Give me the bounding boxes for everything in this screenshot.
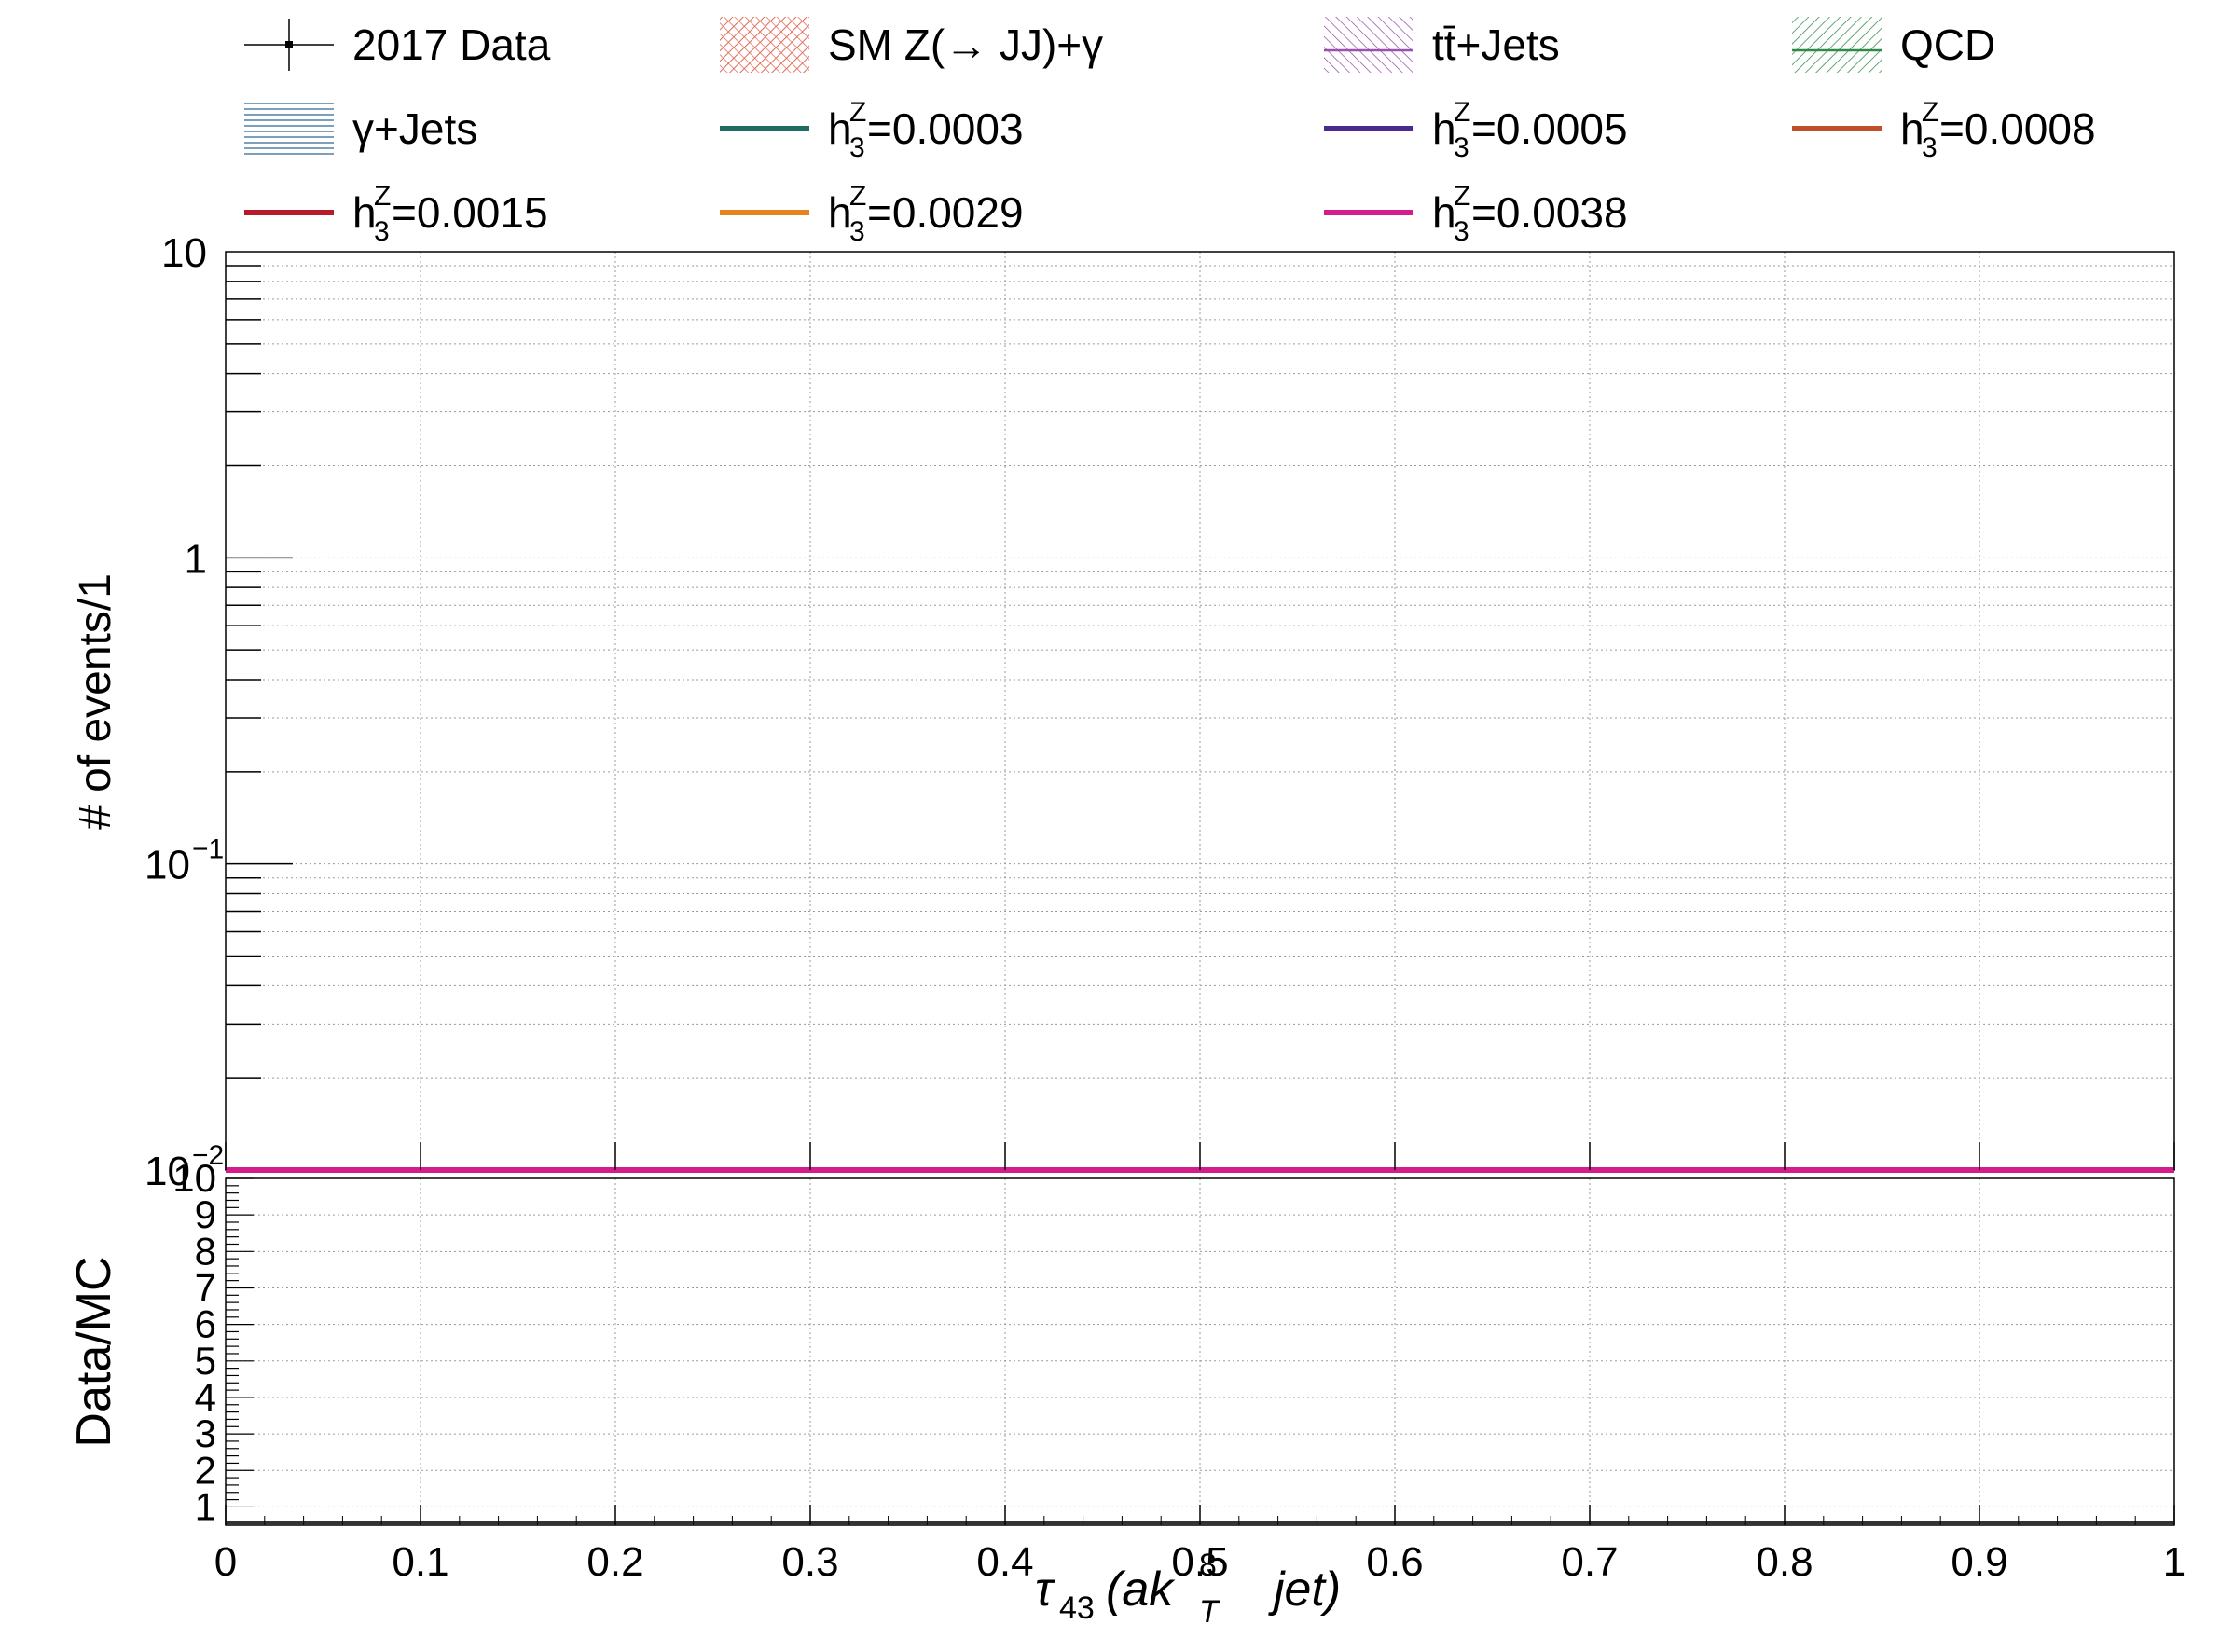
ytick-base: 10 bbox=[145, 1149, 190, 1194]
legend-item: tt̄+Jets bbox=[1324, 17, 1560, 73]
legend-label: 2017 Data bbox=[352, 21, 551, 69]
legend-label-sub: 3 bbox=[849, 216, 865, 247]
legend-label-sub: 3 bbox=[1454, 132, 1469, 163]
legend-label: γ+Jets bbox=[352, 104, 477, 153]
legend-label-sub: 3 bbox=[1922, 132, 1938, 163]
main-ylabel: # of events/1 bbox=[71, 573, 120, 830]
xtick-label: 0.4 bbox=[976, 1539, 1033, 1585]
legend-label-sup: Z bbox=[849, 97, 866, 128]
legend-swatch-cross bbox=[720, 17, 809, 73]
ratio-ytick-label: 9 bbox=[195, 1192, 216, 1236]
legend-swatch bbox=[1324, 17, 1413, 73]
ratio-ytick-label: 7 bbox=[195, 1265, 216, 1309]
legend-label-sup: Z bbox=[1922, 97, 1938, 128]
legend-label-value: =0.0038 bbox=[1471, 188, 1628, 237]
ytick-exp: −2 bbox=[192, 1140, 224, 1171]
legend-item: hZ 3 =0.0005 bbox=[1324, 97, 1628, 163]
xtick-label: 0.5 bbox=[1171, 1539, 1228, 1585]
legend-label-value: =0.0029 bbox=[867, 188, 1024, 237]
xtick-label: 0.8 bbox=[1756, 1539, 1813, 1585]
legend-label-sup: Z bbox=[1454, 181, 1470, 212]
xtick-label: 0.7 bbox=[1561, 1539, 1618, 1585]
ratio-ylabel: Data/MC bbox=[67, 1256, 121, 1447]
legend-label-sub: 3 bbox=[1454, 216, 1469, 247]
xtick-label: 1 bbox=[2163, 1539, 2186, 1585]
legend-label: SM Z(→ JJ)+γ bbox=[828, 21, 1103, 69]
legend-marker-point bbox=[285, 41, 293, 48]
legend-item: QCD bbox=[1792, 17, 1995, 73]
legend-swatch bbox=[244, 101, 334, 157]
xlabel-tau-sub: 43 bbox=[1059, 1590, 1095, 1626]
legend-label-value: =0.0005 bbox=[1471, 104, 1628, 153]
legend-item: 2017 Data bbox=[244, 19, 551, 71]
ratio-ytick-label: 2 bbox=[195, 1448, 216, 1492]
legend-item: γ+Jets bbox=[244, 101, 477, 157]
ratio-ytick-label: 5 bbox=[195, 1339, 216, 1383]
legend-item: SM Z(→ JJ)+γ bbox=[720, 17, 1103, 73]
legend-swatch bbox=[1792, 17, 1882, 73]
xtick-label: 0.2 bbox=[586, 1539, 643, 1585]
legend-label: h bbox=[352, 188, 377, 237]
legend-label-value: =0.0008 bbox=[1939, 104, 2096, 153]
legend-label-value: =0.0003 bbox=[867, 104, 1024, 153]
legend-item: hZ 3 =0.0008 bbox=[1792, 97, 2096, 163]
xtick-label: 0.1 bbox=[392, 1539, 448, 1585]
legend-label-sub: 3 bbox=[849, 132, 865, 163]
legend-item: hZ 3 =0.0029 bbox=[720, 181, 1024, 247]
legend-label: QCD bbox=[1900, 21, 1995, 69]
ratio-ytick-label: 1 bbox=[195, 1484, 216, 1528]
ratio-xlabel: τ 43 (ak 8 T jet) bbox=[1035, 1548, 1341, 1630]
xlabel-tau: τ bbox=[1035, 1563, 1056, 1617]
main-plot-area bbox=[226, 252, 2174, 1170]
xlabel-k-sub: T bbox=[1199, 1594, 1220, 1630]
main-ytick-label: 10 −1 bbox=[145, 834, 224, 888]
legend-label-sub: 3 bbox=[374, 216, 390, 247]
legend-label-sup: Z bbox=[849, 181, 866, 212]
xlabel-rest: jet) bbox=[1268, 1563, 1341, 1617]
legend-label: h bbox=[828, 104, 852, 153]
legend-item: hZ 3 =0.0003 bbox=[720, 97, 1024, 163]
legend-item: hZ 3 =0.0038 bbox=[1324, 181, 1628, 247]
legend-label-sup: Z bbox=[374, 181, 391, 212]
main-ytick-label: 10 bbox=[161, 230, 207, 276]
xtick-label: 0.3 bbox=[781, 1539, 838, 1585]
xlabel-paren: (ak bbox=[1106, 1563, 1176, 1617]
ratio-ytick-label: 3 bbox=[195, 1411, 216, 1455]
xtick-label: 0.6 bbox=[1366, 1539, 1423, 1585]
legend-label: h bbox=[828, 188, 852, 237]
main-ytick-label: 1 bbox=[185, 536, 207, 582]
xlabel-k-sup: 8 bbox=[1199, 1548, 1217, 1583]
legend-label: h bbox=[1900, 104, 1924, 153]
legend-label: h bbox=[1432, 188, 1456, 237]
ytick-base: 10 bbox=[161, 230, 207, 276]
ratio-ytick-label: 10 bbox=[172, 1156, 216, 1200]
xtick-label: 0 bbox=[214, 1539, 237, 1585]
ratio-ytick-label: 8 bbox=[195, 1229, 216, 1273]
ytick-base: 1 bbox=[185, 536, 207, 582]
legend-label: h bbox=[1432, 104, 1456, 153]
main-ytick-label: 10 −2 bbox=[145, 1140, 224, 1194]
legend-label-sup: Z bbox=[1454, 97, 1470, 128]
ytick-exp: −1 bbox=[192, 834, 224, 865]
ratio-ytick-label: 4 bbox=[195, 1375, 216, 1419]
legend-label: tt̄+Jets bbox=[1432, 21, 1560, 69]
legend-item: hZ 3 =0.0015 bbox=[244, 181, 548, 247]
ratio-ytick-label: 6 bbox=[195, 1302, 216, 1346]
xtick-label: 0.9 bbox=[1951, 1539, 2007, 1585]
legend-label-value: =0.0015 bbox=[392, 188, 548, 237]
ytick-base: 10 bbox=[145, 843, 190, 888]
